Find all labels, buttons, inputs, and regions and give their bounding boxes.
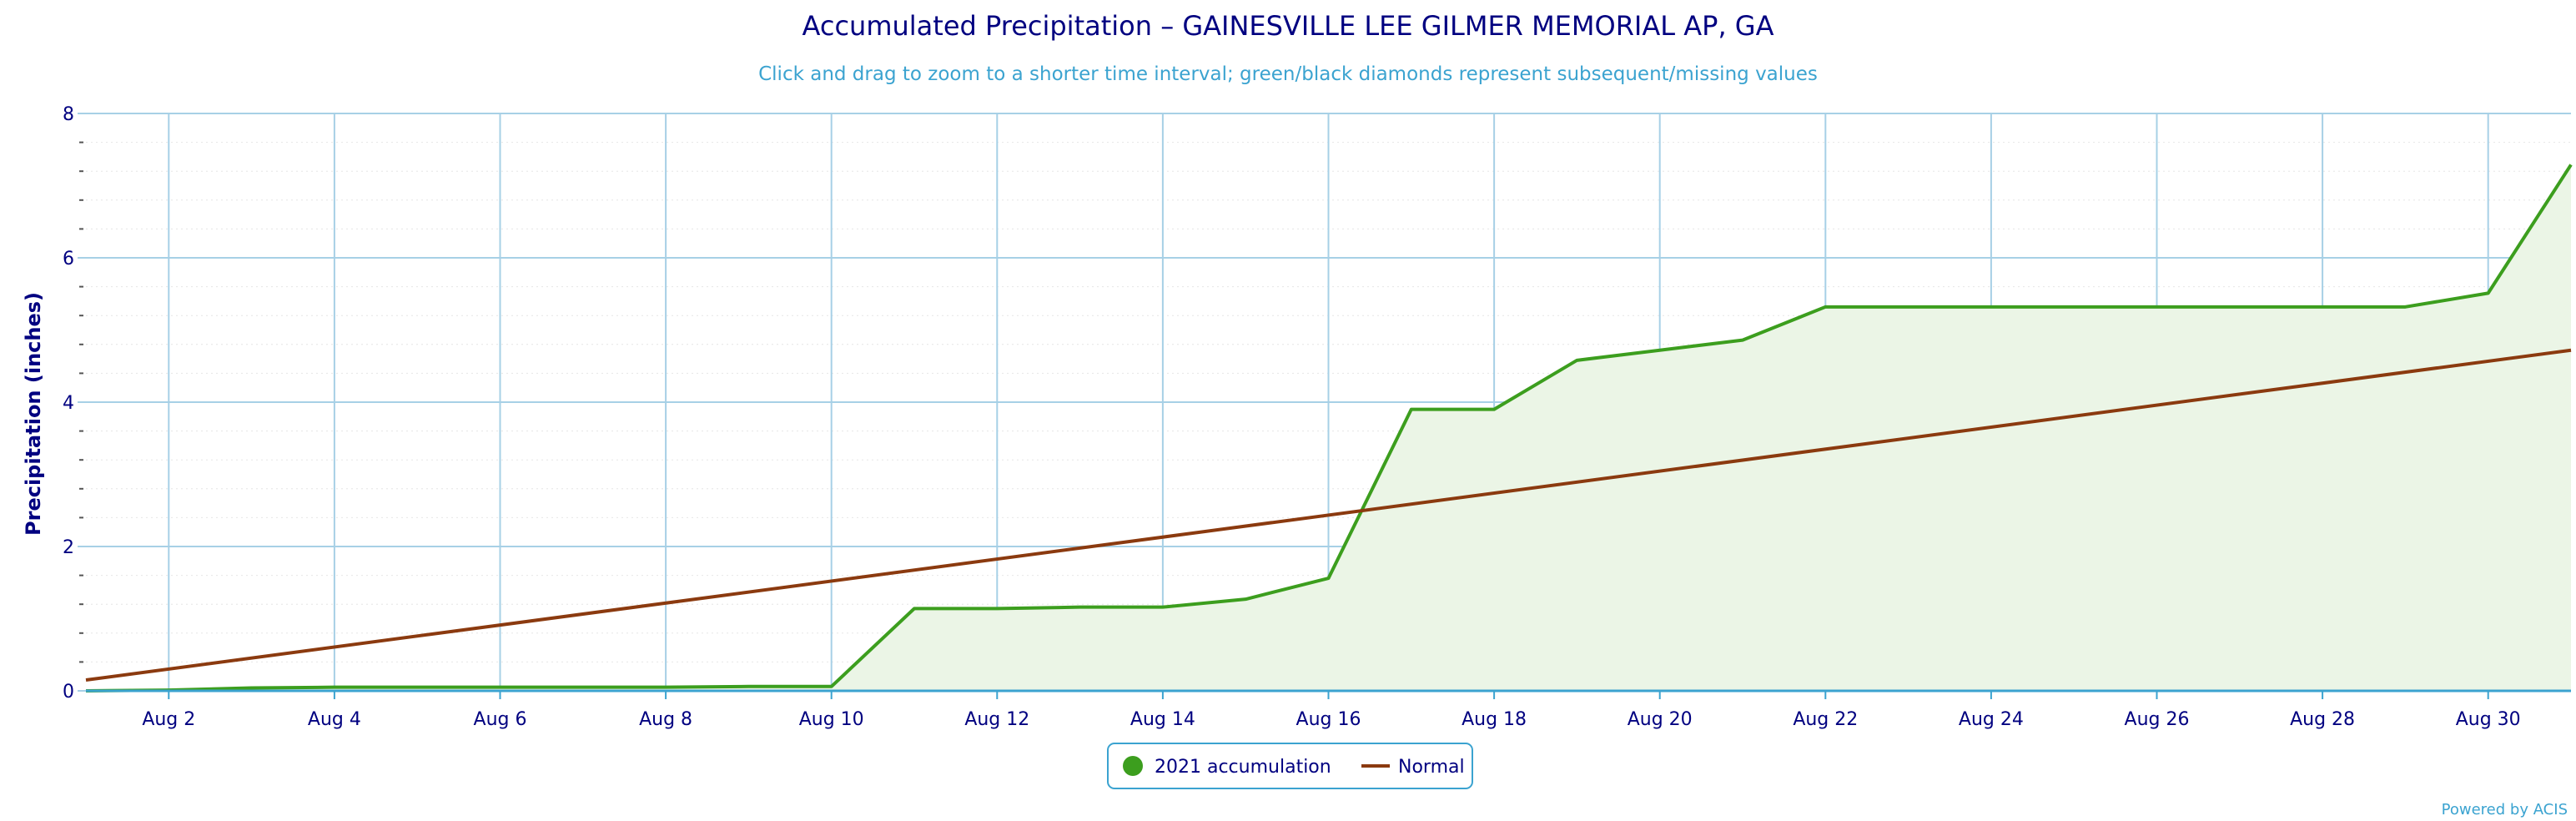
x-tick-label: Aug 4 <box>308 709 361 730</box>
y-tick-label: 8 <box>63 104 74 125</box>
y-tick-label: 0 <box>63 682 74 703</box>
accumulation-area <box>86 164 2571 692</box>
y-tick-label: 2 <box>63 537 74 558</box>
series-layer <box>85 164 2573 693</box>
x-tick-label: Aug 2 <box>142 709 195 730</box>
chart-subtitle: Click and drag to zoom to a shorter time… <box>758 63 1818 85</box>
legend-normal-label: Normal <box>1398 757 1465 778</box>
x-tick-label: Aug 20 <box>1628 709 1693 730</box>
x-tick-label: Aug 18 <box>1462 709 1527 730</box>
legend-item-accumulation[interactable]: 2021 accumulation <box>1123 756 1331 778</box>
x-tick-label: Aug 30 <box>2456 709 2521 730</box>
x-tick-label: Aug 12 <box>964 709 1029 730</box>
legend-item-normal[interactable]: Normal <box>1361 757 1465 778</box>
chart-title: Accumulated Precipitation – GAINESVILLE … <box>802 10 1774 42</box>
credit-label[interactable]: Powered by ACIS <box>2442 801 2568 818</box>
x-tick-label: Aug 28 <box>2290 709 2355 730</box>
y-tick-label: 6 <box>63 249 74 269</box>
legend-box <box>1107 743 1473 789</box>
legend-accumulation-marker <box>1123 756 1143 776</box>
x-tick-label: Aug 22 <box>1793 709 1858 730</box>
x-tick-label: Aug 6 <box>474 709 527 730</box>
x-tick-label: Aug 16 <box>1296 709 1361 730</box>
x-tick-label: Aug 8 <box>639 709 692 730</box>
x-tick-label: Aug 10 <box>799 709 864 730</box>
x-tick-label: Aug 26 <box>2125 709 2190 730</box>
y-axis-title: Precipitation (inches) <box>22 292 45 536</box>
accumulation-line <box>85 164 2573 693</box>
x-tick-label: Aug 24 <box>1959 709 2024 730</box>
legend: 2021 accumulation Normal <box>1107 743 1473 789</box>
normal-line <box>85 348 2572 682</box>
axes: 0 2 4 6 8 Aug 2 Aug 4 Aug 6 Aug 8 Aug 10 Aug 12 Aug… <box>63 104 2571 730</box>
legend-accumulation-label: 2021 accumulation <box>1155 757 1331 778</box>
x-tick-label: Aug 14 <box>1130 709 1195 730</box>
y-tick-label: 4 <box>63 393 74 414</box>
